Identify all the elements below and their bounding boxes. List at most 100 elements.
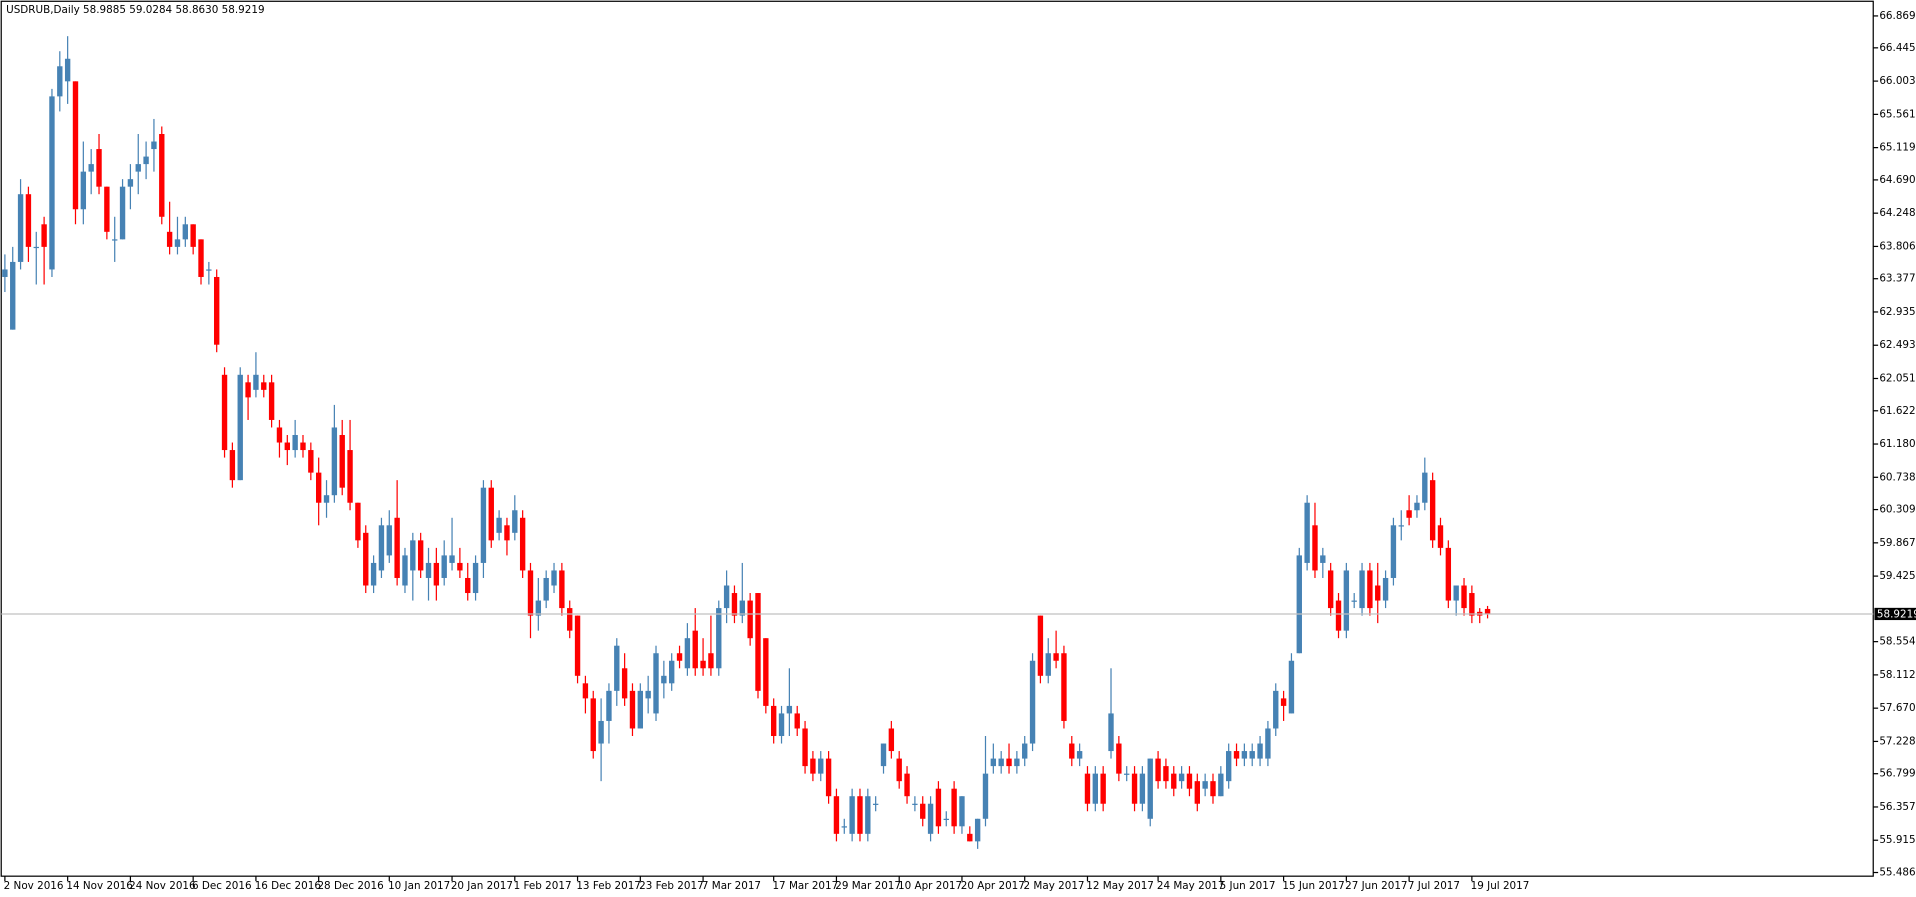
candle-body bbox=[1116, 743, 1122, 774]
x-tick-label: 20 Apr 2017 bbox=[961, 880, 1025, 892]
candle-body bbox=[1100, 773, 1106, 804]
candle-body bbox=[1320, 555, 1326, 563]
candle-body bbox=[1092, 773, 1099, 804]
candle-body bbox=[1233, 751, 1240, 759]
candle-body bbox=[1343, 570, 1350, 631]
candle-body bbox=[190, 224, 196, 247]
candle-body bbox=[174, 239, 181, 247]
candle-body bbox=[1304, 502, 1310, 563]
candle-body bbox=[1186, 773, 1193, 789]
candle-body bbox=[245, 382, 251, 398]
x-tick-label: 24 Nov 2016 bbox=[129, 880, 195, 892]
candle-body bbox=[1351, 600, 1357, 602]
candle-body bbox=[2, 269, 8, 277]
candle-body bbox=[1037, 615, 1044, 676]
candle-body bbox=[237, 374, 243, 481]
candle-body bbox=[1147, 758, 1153, 819]
plot-frame bbox=[0, 0, 1874, 877]
candle-body bbox=[1108, 713, 1114, 752]
y-tick-label: 60.3090 bbox=[1879, 504, 1916, 516]
x-tick-label: 15 Jun 2017 bbox=[1282, 880, 1344, 892]
candle-body bbox=[457, 562, 463, 571]
candle-body bbox=[88, 164, 94, 172]
x-tick-label: 29 Mar 2017 bbox=[835, 880, 901, 892]
y-tick-label: 56.3570 bbox=[1879, 801, 1916, 813]
candle-body bbox=[637, 690, 644, 729]
candle-body bbox=[1084, 773, 1091, 804]
x-tick-label: 24 May 2017 bbox=[1157, 880, 1225, 892]
candle-body bbox=[951, 788, 957, 827]
candle-body bbox=[127, 179, 134, 187]
y-tick-label: 62.4930 bbox=[1879, 339, 1916, 351]
candle-body bbox=[1006, 758, 1012, 767]
candle-body bbox=[410, 540, 416, 571]
candle-body bbox=[119, 186, 126, 240]
candle-body bbox=[943, 818, 949, 821]
candle-body bbox=[1414, 502, 1420, 511]
candle-body bbox=[770, 705, 777, 737]
candle-body bbox=[402, 555, 408, 586]
candle-body bbox=[441, 555, 447, 578]
y-tick-label: 56.7990 bbox=[1879, 768, 1916, 780]
candle-body bbox=[331, 427, 338, 496]
candle-body bbox=[959, 796, 965, 827]
candle-body bbox=[1163, 766, 1169, 782]
x-tick-label: 27 Jun 2017 bbox=[1345, 880, 1407, 892]
candle-body bbox=[10, 261, 16, 330]
candle-body bbox=[72, 81, 79, 210]
candle-body bbox=[159, 134, 165, 217]
candle-body bbox=[512, 510, 518, 533]
candle-body bbox=[1155, 758, 1161, 782]
y-tick-label: 57.2280 bbox=[1879, 735, 1916, 747]
candle-body bbox=[825, 758, 832, 797]
candle-body bbox=[17, 194, 24, 262]
candle-body bbox=[1367, 570, 1373, 609]
candle-body bbox=[606, 690, 612, 721]
candle-body bbox=[1131, 773, 1138, 804]
candle-body bbox=[300, 442, 306, 451]
candle-body bbox=[96, 149, 102, 187]
candle-body bbox=[339, 435, 345, 488]
candle-body bbox=[465, 577, 471, 594]
candle-body bbox=[214, 276, 220, 345]
candle-body bbox=[582, 683, 589, 699]
candle-body bbox=[833, 796, 840, 834]
candle-body bbox=[974, 818, 981, 842]
candle-body bbox=[1210, 781, 1216, 797]
candle-body bbox=[982, 773, 989, 819]
candle-body bbox=[818, 758, 824, 774]
candle-body bbox=[284, 442, 290, 451]
candle-body bbox=[488, 487, 494, 541]
candle-body bbox=[535, 600, 542, 616]
candle-body bbox=[904, 773, 910, 797]
candle-body bbox=[935, 788, 942, 827]
candle-body bbox=[676, 653, 683, 661]
candle-body bbox=[308, 450, 314, 473]
candle-body bbox=[394, 517, 400, 578]
candle-body bbox=[645, 690, 651, 699]
candle-body bbox=[1022, 743, 1028, 759]
candle-body bbox=[763, 638, 769, 706]
candle-body bbox=[57, 66, 63, 97]
x-tick-label: 17 Mar 2017 bbox=[772, 880, 838, 892]
candle-body bbox=[1069, 743, 1075, 759]
candle-body bbox=[1249, 751, 1255, 759]
x-tick-label: 10 Jan 2017 bbox=[388, 880, 450, 892]
candle-body bbox=[417, 540, 424, 571]
y-tick-label: 60.7380 bbox=[1879, 471, 1916, 483]
candle-body bbox=[614, 645, 620, 691]
candle-body bbox=[1469, 593, 1475, 616]
y-tick-label: 65.1190 bbox=[1879, 142, 1916, 154]
y-tick-label: 66.8690 bbox=[1879, 10, 1916, 22]
candle-body bbox=[1445, 547, 1452, 601]
candle-body bbox=[880, 743, 887, 767]
last-price-label: 58.9219 bbox=[1877, 609, 1916, 621]
x-tick-label: 10 Apr 2017 bbox=[898, 880, 962, 892]
x-tick-label: 7 Mar 2017 bbox=[702, 880, 761, 892]
candle-body bbox=[896, 758, 902, 782]
candle-body bbox=[261, 382, 267, 390]
candle-body bbox=[41, 224, 47, 247]
y-tick-label: 66.4450 bbox=[1879, 42, 1916, 54]
last-price-box bbox=[1874, 607, 1916, 621]
